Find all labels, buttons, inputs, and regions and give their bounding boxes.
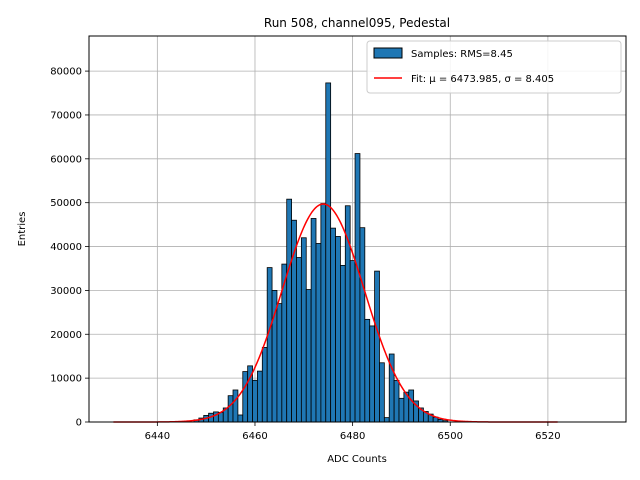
histogram-bar — [349, 260, 356, 423]
y-axis-ticks: 0 10000 20000 30000 40000 50000 60000 70000 8000… — [50, 67, 89, 429]
histogram-bar — [237, 414, 244, 423]
histogram-bar — [335, 236, 341, 423]
y-tick-label: 30000 — [50, 286, 82, 297]
histogram-bar — [252, 379, 258, 423]
histogram-bar — [383, 417, 390, 423]
histogram-bar — [310, 218, 317, 423]
legend-box — [366, 40, 622, 94]
histogram-bar — [257, 370, 263, 423]
histogram-bar — [374, 270, 380, 423]
y-axis-label: Entries — [17, 212, 28, 247]
y-tick-label: 70000 — [50, 110, 82, 121]
y-tick-label: 40000 — [50, 242, 82, 253]
legend-swatch-samples — [373, 47, 403, 59]
x-axis-ticks: 6440 6460 6480 6500 6520 — [145, 422, 561, 442]
histogram-bar — [320, 203, 327, 423]
y-tick-label: 60000 — [50, 154, 82, 165]
histogram-bar — [300, 237, 307, 423]
histogram-bar — [369, 325, 375, 423]
histogram-bar — [296, 257, 302, 423]
x-tick-label: 6440 — [145, 431, 170, 442]
histogram-bar — [393, 379, 400, 423]
histogram-bar — [354, 153, 361, 423]
x-tick-label: 6500 — [438, 431, 463, 442]
plot-frame — [88, 35, 627, 423]
histogram-bar — [359, 227, 366, 423]
x-tick-label: 6480 — [340, 431, 365, 442]
histogram-bar — [291, 219, 297, 423]
histogram-bar — [330, 227, 336, 423]
histogram-bar — [276, 303, 283, 423]
histogram-bar — [286, 198, 292, 423]
histogram-bar — [398, 397, 405, 423]
chart-title: Run 508, channel095, Pedestal — [264, 16, 450, 30]
y-tick-label: 80000 — [50, 67, 82, 78]
histogram-bar — [242, 371, 249, 423]
y-tick-label: 0 — [76, 418, 82, 429]
histogram-bar — [305, 289, 312, 423]
histogram-bar — [266, 267, 273, 423]
legend: Samples: RMS=8.45 Fit: μ = 6473.985, σ =… — [366, 40, 622, 94]
histogram-bar — [379, 362, 385, 423]
histogram-bar — [315, 243, 322, 423]
histogram-bar — [227, 395, 234, 423]
histogram-bar — [325, 82, 332, 423]
histogram-bar — [232, 389, 239, 423]
y-tick-label: 10000 — [50, 374, 82, 385]
histogram-bar — [408, 389, 415, 423]
histogram-bar — [364, 318, 371, 423]
x-axis-label: ADC Counts — [327, 454, 387, 465]
x-tick-label: 6460 — [242, 431, 267, 442]
histogram-bar — [261, 347, 268, 423]
legend-label-samples: Samples: RMS=8.45 — [411, 49, 513, 60]
legend-label-fit: Fit: μ = 6473.985, σ = 8.405 — [411, 74, 554, 85]
y-tick-label: 50000 — [50, 198, 82, 209]
y-tick-label: 20000 — [50, 330, 82, 341]
x-tick-label: 6520 — [535, 431, 560, 442]
histogram-bar — [340, 265, 346, 423]
